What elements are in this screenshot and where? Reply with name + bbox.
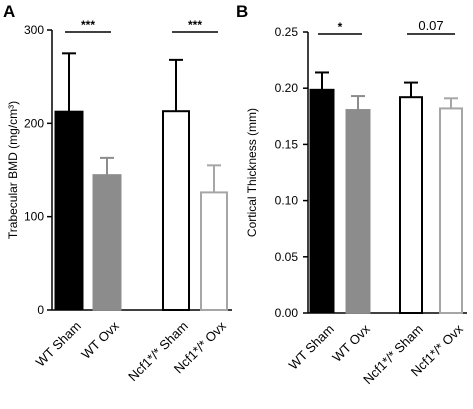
y-tick-label: 300 <box>24 23 44 37</box>
bar <box>345 109 371 314</box>
y-tick-label: 0.25 <box>275 25 299 39</box>
significance-label: *** <box>188 18 202 32</box>
x-category-label: WT Sham <box>286 321 337 372</box>
panel-a: A Trabecular BMD (mg/cm³) 0 100 200 300 WT Sha… <box>3 2 232 384</box>
y-tick-label: 0.05 <box>275 250 299 264</box>
y-tick-label: 0.00 <box>275 306 299 320</box>
bar <box>162 110 190 311</box>
bar <box>309 88 335 314</box>
y-tick-label: 200 <box>24 116 44 130</box>
y-axis-title: Cortical Thickness (mm) <box>245 108 259 237</box>
panel-letter: A <box>3 2 15 21</box>
x-category-label: WT Ovx <box>329 321 373 365</box>
y-tick-label: 0.10 <box>275 194 299 208</box>
significance-label: * <box>338 20 343 34</box>
bar <box>399 96 423 314</box>
panel-b: B Cortical Thickness (mm) 0.00 0.05 0.10 0.15… <box>236 2 467 387</box>
x-category-label: WT Sham <box>33 318 84 369</box>
significance-label: 0.07 <box>418 18 443 33</box>
y-tick-label: 0 <box>37 303 44 317</box>
y-tick-label: 0.15 <box>275 137 299 151</box>
x-category-label: WT Ovx <box>78 318 122 362</box>
y-tick-label: 100 <box>24 210 44 224</box>
bar <box>200 191 228 311</box>
y-axis-title: Trabecular BMD (mg/cm³) <box>6 101 20 239</box>
y-tick-label: 0.20 <box>275 81 299 95</box>
bar <box>439 107 463 314</box>
panel-letter: B <box>236 2 248 21</box>
bar <box>54 110 84 311</box>
bar <box>92 174 122 311</box>
significance-label: *** <box>81 18 95 32</box>
